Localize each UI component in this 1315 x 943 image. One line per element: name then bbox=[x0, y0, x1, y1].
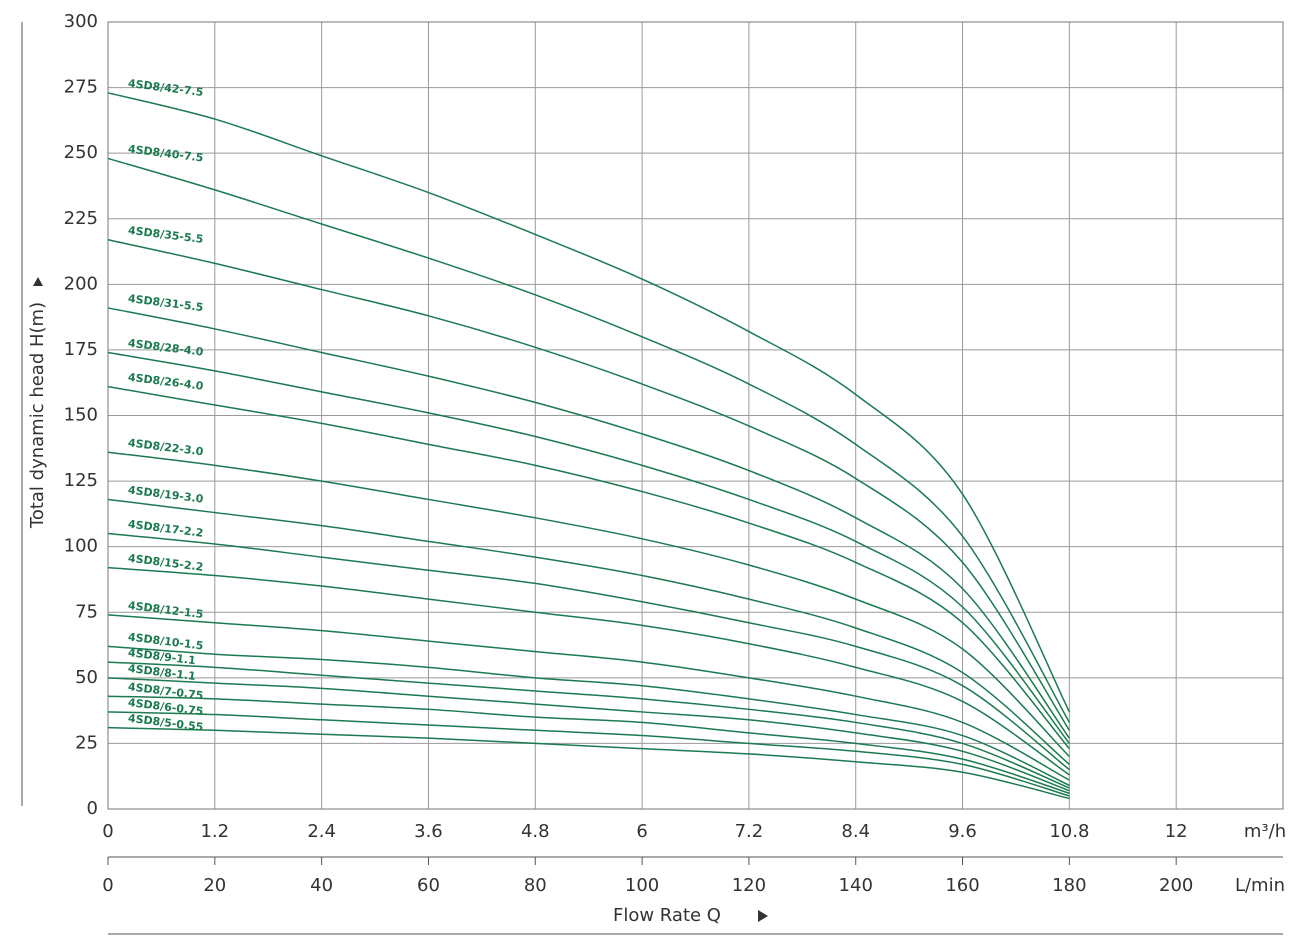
series-line bbox=[107, 239, 1070, 731]
series-line bbox=[107, 451, 1070, 758]
x-tick-label: 4.8 bbox=[521, 821, 550, 842]
series-line bbox=[107, 695, 1070, 794]
series-line bbox=[107, 532, 1070, 771]
x2-tick-label: 120 bbox=[732, 875, 766, 896]
series-line bbox=[107, 307, 1070, 739]
x2-tick-label: 160 bbox=[945, 875, 979, 896]
y-tick-label: 50 bbox=[75, 667, 98, 688]
y-tick-label: 300 bbox=[64, 11, 98, 32]
x-tick-label: 6 bbox=[636, 821, 647, 842]
x2-tick-label: 0 bbox=[102, 875, 113, 896]
series-label: 4SD8/19-3.0 bbox=[127, 483, 204, 505]
series-label: 4SD8/42-7.5 bbox=[127, 77, 204, 99]
series-line bbox=[107, 661, 1070, 789]
x-arrow bbox=[758, 910, 768, 922]
y-tick-label: 100 bbox=[64, 536, 98, 557]
y-tick-label: 150 bbox=[64, 405, 98, 426]
x2-tick-label: 40 bbox=[310, 875, 333, 896]
series-line bbox=[107, 92, 1071, 713]
series-line bbox=[107, 711, 1070, 797]
series-label: 4SD8/28-4.0 bbox=[127, 337, 204, 359]
y-arrow bbox=[33, 277, 43, 286]
x-axis-title: Flow Rate Q bbox=[613, 905, 721, 926]
series-line bbox=[107, 677, 1070, 792]
x-tick-label: 0 bbox=[102, 821, 113, 842]
x2-tick-label: 180 bbox=[1052, 875, 1086, 896]
series-line bbox=[107, 157, 1071, 723]
series-line bbox=[107, 726, 1070, 800]
series-line bbox=[107, 385, 1070, 750]
series-line bbox=[107, 351, 1070, 744]
x2-tick-label: 60 bbox=[417, 875, 440, 896]
series-line bbox=[107, 498, 1070, 765]
x-tick-label: 1.2 bbox=[200, 821, 229, 842]
plot-frame bbox=[107, 21, 1284, 810]
series-label: 4SD8/22-3.0 bbox=[127, 436, 204, 458]
y-tick-label: 275 bbox=[64, 77, 98, 98]
series-label: 4SD8/26-4.0 bbox=[127, 371, 204, 393]
y-tick-label: 125 bbox=[64, 470, 98, 491]
y-tick-label: 200 bbox=[64, 273, 98, 294]
y-tick-label: 225 bbox=[64, 208, 98, 229]
y-tick-label: 25 bbox=[75, 732, 98, 753]
x-tick-label: 8.4 bbox=[841, 821, 870, 842]
x2-tick-label: 80 bbox=[524, 875, 547, 896]
series-line bbox=[107, 645, 1070, 787]
series-line bbox=[107, 566, 1070, 776]
x2-unit: L/min bbox=[1235, 875, 1285, 896]
series-label: 4SD8/31-5.5 bbox=[127, 292, 204, 314]
y-tick-label: 75 bbox=[75, 601, 98, 622]
x-tick-label: 10.8 bbox=[1049, 821, 1089, 842]
x-tick-label: 2.4 bbox=[307, 821, 336, 842]
y-axis-title: Total dynamic head H(m) bbox=[27, 302, 48, 529]
y-tick-label: 0 bbox=[87, 798, 98, 819]
x2-tick-label: 20 bbox=[203, 875, 226, 896]
x-tick-label: 12 bbox=[1165, 821, 1188, 842]
x-tick-label: 9.6 bbox=[948, 821, 977, 842]
x2-tick-label: 140 bbox=[839, 875, 873, 896]
x-tick-label: 7.2 bbox=[735, 821, 764, 842]
y-tick-label: 175 bbox=[64, 339, 98, 360]
x-tick-label: 3.6 bbox=[414, 821, 443, 842]
x2-tick-label: 100 bbox=[625, 875, 659, 896]
series-line bbox=[107, 614, 1070, 781]
x2-tick-label: 200 bbox=[1159, 875, 1193, 896]
x-unit: m³/h bbox=[1244, 821, 1286, 842]
series-label: 4SD8/40-7.5 bbox=[127, 142, 204, 164]
y-tick-label: 250 bbox=[64, 142, 98, 163]
series-label: 4SD8/35-5.5 bbox=[127, 224, 204, 246]
